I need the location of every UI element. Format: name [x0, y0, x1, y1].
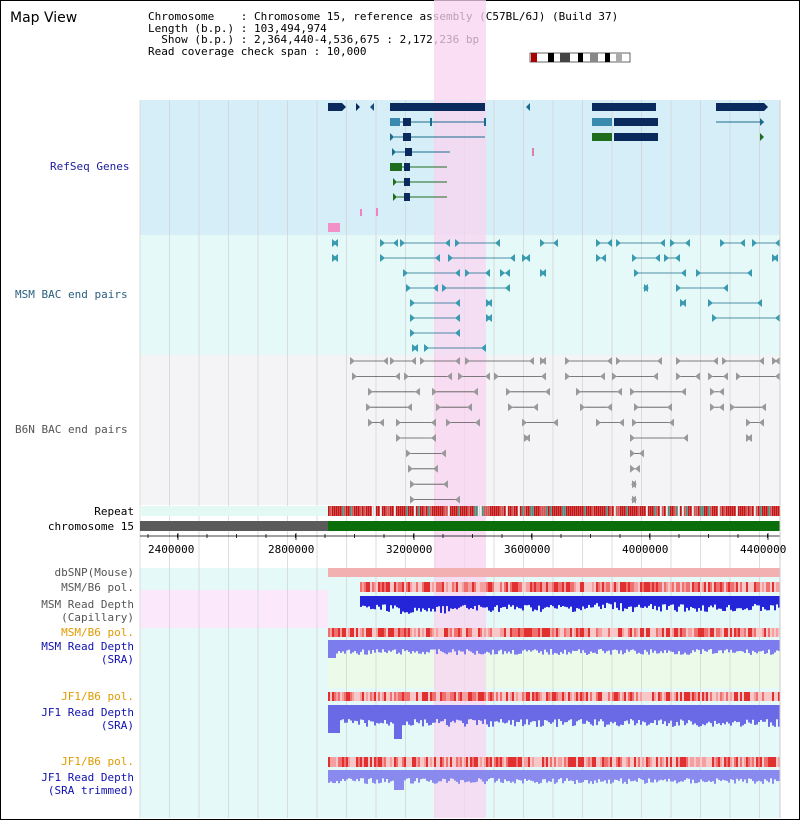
msm-b6-pol-label-2: MSM/B6 pol.: [61, 626, 134, 639]
b6n-bac-end-pairs-track[interactable]: [350, 357, 780, 504]
dbsnp-label: dbSNP(Mouse): [54, 566, 134, 579]
axis-tick-label: 2800000: [268, 543, 315, 556]
refseq-genes-label: RefSeq Genes: [50, 160, 130, 173]
msm-read-depth-sra-track[interactable]: [328, 640, 780, 658]
msm-read-depth-capillary-track[interactable]: [360, 596, 780, 614]
repeat-track[interactable]: [140, 506, 780, 516]
msm-read-depth-capillary-sublabel: (Capillary): [61, 611, 134, 624]
msm-bac-end-pairs-track[interactable]: [332, 239, 780, 352]
selected-region-highlight[interactable]: [434, 0, 486, 818]
jf1-read-depth-trimmed-track[interactable]: [328, 770, 780, 790]
position-axis: [140, 533, 780, 540]
axis-tick-label: 2400000: [148, 543, 195, 556]
refseq-genes-track[interactable]: [328, 103, 768, 232]
msm-bac-label: MSM BAC end pairs: [15, 288, 128, 301]
axis-tick-label: 3200000: [386, 543, 433, 556]
chromosome-label: chromosome 15: [47, 520, 134, 533]
jf1-b6-pol-track-1[interactable]: [328, 692, 780, 701]
jf1-b6-pol-track-2[interactable]: [328, 757, 780, 767]
jf1-b6-pol-label-1: JF1/B6 pol.: [61, 690, 134, 703]
jf1-read-depth-sra-sublabel: (SRA): [100, 719, 134, 732]
msm-b6-pol-track-2[interactable]: [328, 628, 780, 637]
map-view-title: Map View: [10, 10, 78, 26]
axis-tick-label: 4000000: [622, 543, 669, 556]
repeat-label: Repeat: [94, 505, 134, 518]
msm-read-depth-capillary-label: MSM Read Depth: [41, 598, 134, 611]
jf1-b6-pol-label-2: JF1/B6 pol.: [61, 755, 134, 768]
jf1-read-depth-sra-label: JF1 Read Depth: [41, 706, 134, 719]
jf1-read-depth-trimmed-label: JF1 Read Depth: [41, 771, 134, 784]
dbsnp-track[interactable]: [328, 568, 780, 577]
chromosome-ideogram[interactable]: [529, 52, 631, 63]
b6n-bac-label: B6N BAC end pairs: [15, 423, 128, 436]
jf1-read-depth-trimmed-sublabel: (SRA trimmed): [47, 784, 134, 797]
axis-tick-label: 3600000: [504, 543, 551, 556]
jf1-read-depth-sra-track[interactable]: [328, 705, 780, 739]
msm-b6-pol-track-1[interactable]: [360, 582, 780, 592]
msm-read-depth-sra-label: MSM Read Depth: [41, 640, 134, 653]
msm-read-depth-sra-sublabel: (SRA): [100, 653, 134, 666]
chromosome-bar[interactable]: [140, 521, 780, 531]
axis-tick-label: 4400000: [740, 543, 787, 556]
msm-b6-pol-label-1: MSM/B6 pol.: [61, 581, 134, 594]
info-line-coverage-span: Read coverage check span : 10,000: [148, 44, 367, 58]
chromosome-info: Chromosome : Chromosome 15, reference as…: [148, 11, 618, 57]
info-line-length: Length (b.p.) : 103,494,974: [148, 21, 327, 35]
